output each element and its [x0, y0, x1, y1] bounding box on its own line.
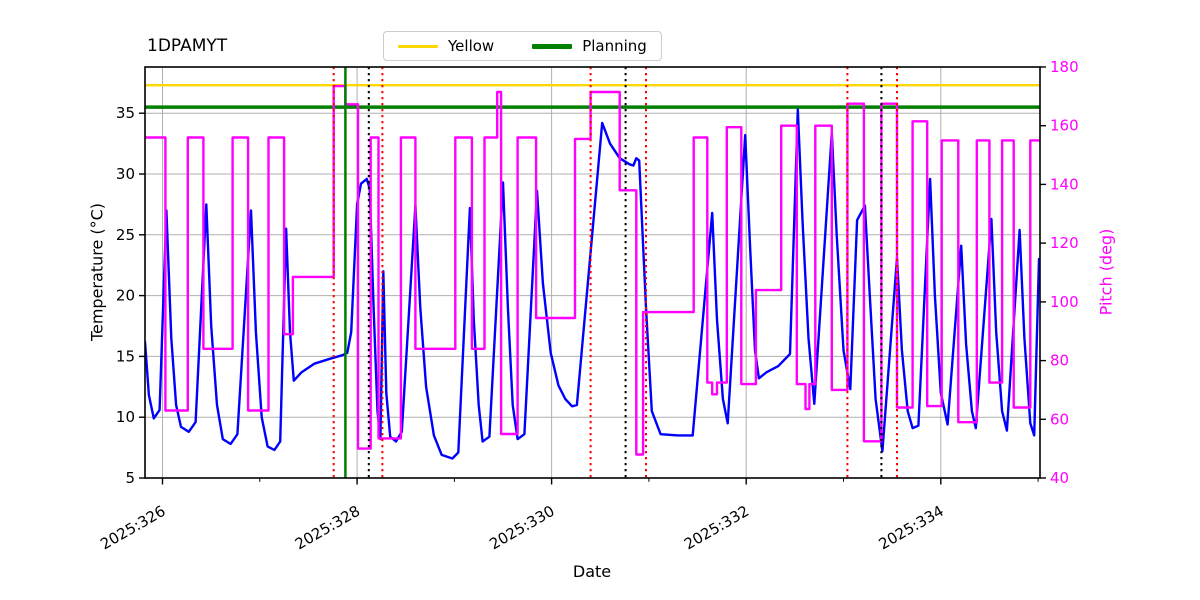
y-right-tick-label: 60: [1050, 410, 1069, 428]
x-tick-label: 2025:334: [876, 502, 947, 554]
series-group: [145, 84, 1040, 460]
y-right-tick-label: 140: [1050, 175, 1079, 193]
y-right-tick-label: 40: [1050, 469, 1069, 487]
y-right-tick-label: 160: [1050, 117, 1079, 135]
legend-label-planning: Planning: [582, 37, 647, 55]
y-right-tick-label: 80: [1050, 352, 1069, 370]
x-tick-label: 2025:326: [97, 502, 168, 554]
y-axis-label-right: Pitch (deg): [1096, 228, 1116, 316]
yellow-line-swatch: [398, 44, 438, 48]
y-left-tick-label: 35: [116, 104, 135, 122]
y-axis-label-left: Temperature (°C): [87, 202, 107, 342]
threshold-lines: [145, 84, 1040, 109]
legend-item-planning: Planning: [532, 37, 647, 55]
legend-label-yellow: Yellow: [448, 37, 495, 55]
x-tick-label: 2025:332: [681, 502, 752, 554]
y-right-tick-label: 100: [1050, 293, 1079, 311]
x-axis-label: Date: [572, 562, 612, 581]
y-left-tick-label: 30: [116, 165, 135, 183]
axes-spines: [144, 66, 1041, 479]
series-pitch: [145, 84, 1040, 456]
legend: Yellow Planning: [383, 31, 662, 61]
x-tick-label: 2025:328: [292, 502, 363, 554]
y-right-tick-label: 120: [1050, 234, 1079, 252]
plot-area: [145, 67, 1040, 478]
x-tick-label: 2025:330: [486, 502, 557, 554]
chart-title: 1DPAMYT: [147, 36, 228, 56]
y-right-tick-label: 180: [1050, 58, 1079, 76]
y-left-tick-label: 15: [116, 347, 135, 365]
planning-line-swatch: [532, 43, 573, 49]
series-temperature: [145, 108, 1040, 460]
y-left-tick-label: 5: [125, 469, 135, 487]
legend-item-yellow: Yellow: [398, 37, 494, 55]
y-left-tick-label: 10: [116, 408, 135, 426]
y-left-tick-label: 25: [116, 226, 135, 244]
event-vlines: [332, 67, 898, 478]
y-left-tick-label: 20: [116, 287, 135, 305]
axis-ticks: [139, 66, 1046, 485]
